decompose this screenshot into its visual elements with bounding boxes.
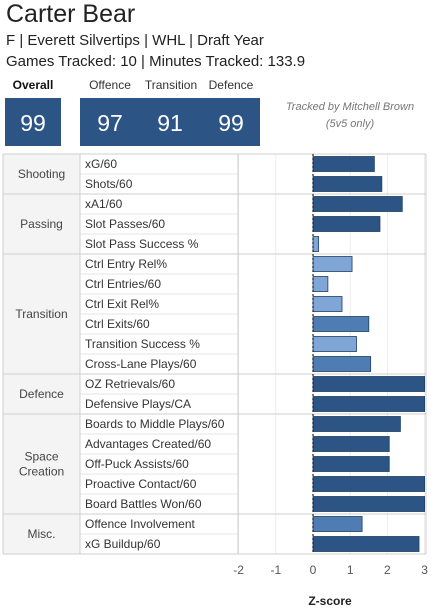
- transition-score-value: 91: [157, 110, 183, 136]
- category-score-box: [80, 98, 260, 146]
- group-label: Misc.: [28, 527, 56, 541]
- metric-label: Board Battles Won/60: [85, 497, 202, 511]
- metric-bar: [312, 456, 390, 472]
- tracking-note: Tracked by Mitchell Brown (5v5 only): [272, 99, 428, 133]
- metric-label: Slot Pass Success %: [85, 237, 199, 251]
- overall-score-box: [5, 98, 61, 146]
- group-label: Passing: [20, 217, 63, 231]
- metric-label: Slot Passes/60: [85, 217, 165, 231]
- x-tick-label: 0: [310, 563, 317, 577]
- metric-label: Defensive Plays/CA: [85, 397, 191, 411]
- metric-bar: [312, 256, 353, 272]
- group-label: Space: [24, 450, 58, 464]
- metric-label: Shots/60: [85, 177, 133, 191]
- metric-label: Boards to Middle Plays/60: [85, 417, 225, 431]
- metric-bar: [312, 516, 363, 532]
- transition-label: Transition: [144, 78, 198, 92]
- overall-label: Overall: [12, 78, 54, 92]
- group-label: Shooting: [18, 167, 65, 181]
- metric-bar: [312, 356, 372, 372]
- metric-bar: [312, 196, 403, 212]
- x-tick-label: 1: [347, 563, 354, 577]
- metric-bar: [312, 216, 381, 232]
- group-cell: [3, 414, 80, 514]
- metric-bar: [312, 296, 343, 312]
- x-tick-label: 3: [421, 563, 428, 577]
- games-tracked-line: Games Tracked: 10 | Minutes Tracked: 133…: [6, 53, 306, 70]
- offence-score-value: 97: [97, 110, 123, 136]
- metric-label: OZ Retrievals/60: [85, 377, 175, 391]
- metric-label: Cross-Lane Plays/60: [85, 357, 197, 371]
- metric-bar: [312, 176, 383, 192]
- x-tick-label: 2: [384, 563, 391, 577]
- x-axis-label: Z-score: [308, 594, 352, 608]
- group-cell: [3, 374, 80, 414]
- metric-bar: [312, 376, 425, 392]
- metric-bar: [312, 416, 401, 432]
- x-tick-label: -2: [233, 563, 244, 577]
- metric-bar: [312, 276, 329, 292]
- metric-bar: [312, 156, 375, 172]
- metric-label: Proactive Contact/60: [85, 477, 197, 491]
- x-tick-label: -1: [270, 563, 281, 577]
- metric-label: xG Buildup/60: [85, 537, 161, 551]
- metric-bar: [312, 496, 425, 512]
- metric-label: xA1/60: [85, 197, 123, 211]
- metric-bar: [312, 436, 390, 452]
- tracking-note-line1: Tracked by Mitchell Brown: [285, 101, 415, 113]
- metric-bar: [312, 476, 425, 492]
- group-cell: [3, 254, 80, 374]
- metric-label: Ctrl Entries/60: [85, 277, 161, 291]
- metric-label: Off-Puck Assists/60: [85, 457, 189, 471]
- player-subtitle: F | Everett Silvertips | WHL | Draft Yea…: [6, 32, 264, 49]
- metric-label: Offence Involvement: [85, 517, 196, 531]
- metric-label: Ctrl Exits/60: [85, 317, 150, 331]
- group-label: Defence: [19, 387, 64, 401]
- group-cell: [3, 194, 80, 254]
- metric-bar: [312, 336, 357, 352]
- offence-label: Offence: [89, 78, 131, 92]
- metric-label: xG/60: [85, 157, 117, 171]
- metric-label: Ctrl Entry Rel%: [85, 257, 167, 271]
- metric-bar: [312, 316, 370, 332]
- defence-label: Defence: [208, 78, 254, 92]
- metric-label: Ctrl Exit Rel%: [85, 297, 159, 311]
- group-cell: [3, 154, 80, 194]
- player-name: Carter Bear: [6, 0, 136, 28]
- group-label: Transition: [15, 307, 67, 321]
- metric-bar: [312, 536, 420, 552]
- overall-score-value: 99: [20, 110, 46, 136]
- metric-bar: [312, 236, 319, 252]
- metric-label: Advantages Created/60: [85, 437, 211, 451]
- tracking-note-line2: (5v5 only): [325, 118, 375, 130]
- metric-bar: [312, 396, 425, 412]
- group-label: Creation: [19, 465, 64, 479]
- group-cell: [3, 514, 80, 554]
- defence-score-value: 99: [218, 110, 244, 136]
- metric-label: Transition Success %: [85, 337, 200, 351]
